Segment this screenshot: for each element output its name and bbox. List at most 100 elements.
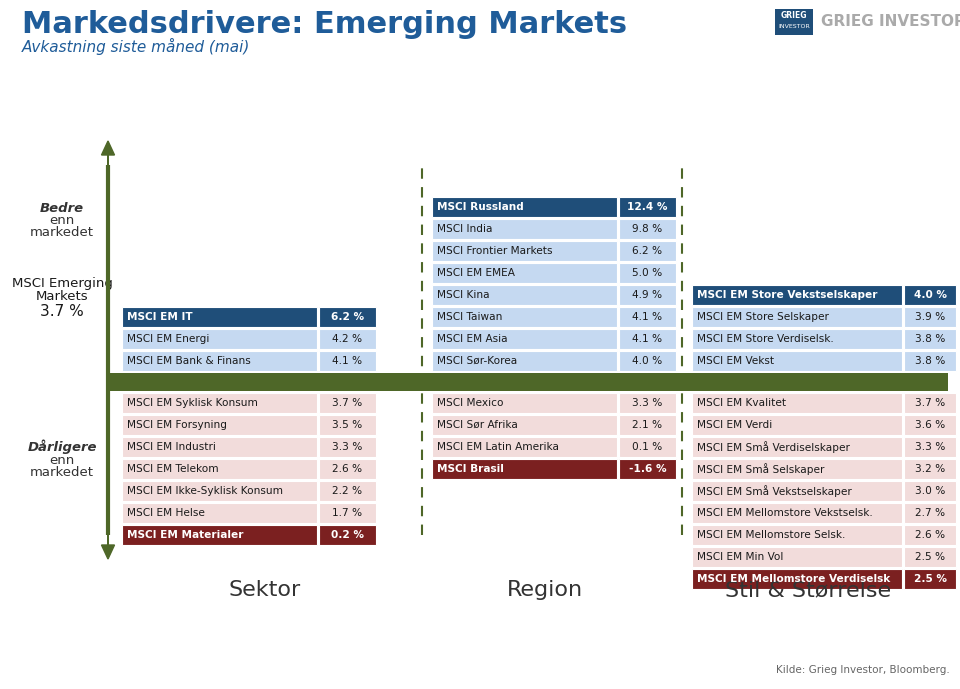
Bar [904, 351, 956, 371]
Text: 2.5 %: 2.5 % [915, 552, 945, 562]
Bar [619, 351, 676, 371]
Text: 0.2 %: 0.2 % [331, 530, 364, 540]
Bar [619, 459, 676, 479]
Text: MSCI Taiwan: MSCI Taiwan [437, 312, 502, 322]
Text: MSCI EM Små Vekstselskaper: MSCI EM Små Vekstselskaper [697, 485, 852, 497]
Text: 2.2 %: 2.2 % [332, 486, 363, 496]
Text: MSCI EM IT: MSCI EM IT [127, 312, 193, 322]
Bar [692, 329, 902, 349]
Text: 3.8 %: 3.8 % [915, 356, 946, 366]
Text: MSCI EM Energi: MSCI EM Energi [127, 334, 209, 344]
Text: MSCI EM Min Vol: MSCI EM Min Vol [697, 552, 783, 562]
Text: MSCI EM Mellomstore Verdiselsk: MSCI EM Mellomstore Verdiselsk [697, 574, 890, 584]
Bar [432, 219, 617, 239]
Bar [775, 9, 813, 35]
Text: Sektor: Sektor [228, 580, 301, 600]
Bar [619, 241, 676, 261]
Bar [904, 329, 956, 349]
Text: Dårligere: Dårligere [27, 440, 97, 454]
Text: GRIEG: GRIEG [780, 12, 807, 21]
Bar [432, 459, 617, 479]
Text: 3.3 %: 3.3 % [332, 442, 363, 452]
Bar [122, 351, 317, 371]
Text: enn: enn [49, 453, 75, 466]
Text: 4.0 %: 4.0 % [633, 356, 662, 366]
Bar [122, 329, 317, 349]
Bar [692, 393, 902, 413]
Text: MSCI EM Materialer: MSCI EM Materialer [127, 530, 244, 540]
Text: 3.8 %: 3.8 % [915, 334, 946, 344]
FancyArrow shape [102, 141, 114, 165]
Text: MSCI EM Bank & Finans: MSCI EM Bank & Finans [127, 356, 251, 366]
Text: 2.6 %: 2.6 % [915, 530, 945, 540]
Bar [904, 547, 956, 567]
Bar [619, 285, 676, 305]
Text: 4.0 %: 4.0 % [914, 290, 947, 300]
Text: MSCI Brasil: MSCI Brasil [437, 464, 504, 474]
Bar [122, 459, 317, 479]
Bar [692, 415, 902, 435]
Bar [319, 503, 376, 523]
Text: 4.1 %: 4.1 % [633, 312, 662, 322]
Bar [904, 415, 956, 435]
Bar [319, 415, 376, 435]
Text: MSCI Emerging: MSCI Emerging [12, 276, 112, 289]
Text: MSCI EM Industri: MSCI EM Industri [127, 442, 216, 452]
Text: 4.9 %: 4.9 % [633, 290, 662, 300]
Bar [432, 197, 617, 217]
Bar [432, 307, 617, 327]
Bar [122, 525, 317, 545]
Text: 3.2 %: 3.2 % [915, 464, 946, 474]
Text: MSCI India: MSCI India [437, 224, 492, 234]
Bar [904, 307, 956, 327]
Text: 4.1 %: 4.1 % [633, 334, 662, 344]
Text: INVESTOR: INVESTOR [779, 23, 810, 28]
Bar [319, 437, 376, 457]
Text: MSCI EM Små Verdiselskaper: MSCI EM Små Verdiselskaper [697, 441, 850, 453]
Text: Stil & Størrelse: Stil & Størrelse [725, 580, 891, 600]
Bar [692, 525, 902, 545]
Bar [122, 503, 317, 523]
Text: MSCI Kina: MSCI Kina [437, 290, 490, 300]
Bar [122, 307, 317, 327]
Bar [319, 329, 376, 349]
Bar [108, 373, 948, 391]
Text: MSCI Sør-Korea: MSCI Sør-Korea [437, 356, 517, 366]
Text: 3.3 %: 3.3 % [915, 442, 946, 452]
Text: MSCI EM Helse: MSCI EM Helse [127, 508, 204, 518]
Text: markedet: markedet [30, 227, 94, 240]
Bar [619, 437, 676, 457]
Bar [692, 481, 902, 501]
Bar [692, 437, 902, 457]
Text: 4.1 %: 4.1 % [332, 356, 363, 366]
Bar [432, 393, 617, 413]
Bar [122, 393, 317, 413]
Text: MSCI Russland: MSCI Russland [437, 202, 524, 212]
Bar [692, 307, 902, 327]
Text: 3.9 %: 3.9 % [915, 312, 946, 322]
Text: enn: enn [49, 214, 75, 227]
Text: markedet: markedet [30, 466, 94, 478]
Bar [904, 503, 956, 523]
Bar [319, 351, 376, 371]
Bar [122, 437, 317, 457]
Text: 6.2 %: 6.2 % [633, 246, 662, 256]
Text: 6.2 %: 6.2 % [331, 312, 364, 322]
Bar [319, 393, 376, 413]
Text: Bedre: Bedre [40, 203, 84, 216]
Bar [904, 459, 956, 479]
Bar [319, 307, 376, 327]
Text: 5.0 %: 5.0 % [633, 268, 662, 278]
Text: 12.4 %: 12.4 % [627, 202, 668, 212]
Text: GRIEG INVESTOR: GRIEG INVESTOR [821, 14, 960, 30]
Text: MSCI EM Store Vekstselskaper: MSCI EM Store Vekstselskaper [697, 290, 877, 300]
Bar [904, 393, 956, 413]
Bar [432, 285, 617, 305]
Text: 3.0 %: 3.0 % [915, 486, 946, 496]
Text: 3.6 %: 3.6 % [915, 420, 946, 430]
Bar [619, 329, 676, 349]
Text: MSCI Sør Afrika: MSCI Sør Afrika [437, 420, 517, 430]
Text: Avkastning siste måned (mai): Avkastning siste måned (mai) [22, 38, 251, 55]
Bar [904, 285, 956, 305]
Bar [692, 285, 902, 305]
